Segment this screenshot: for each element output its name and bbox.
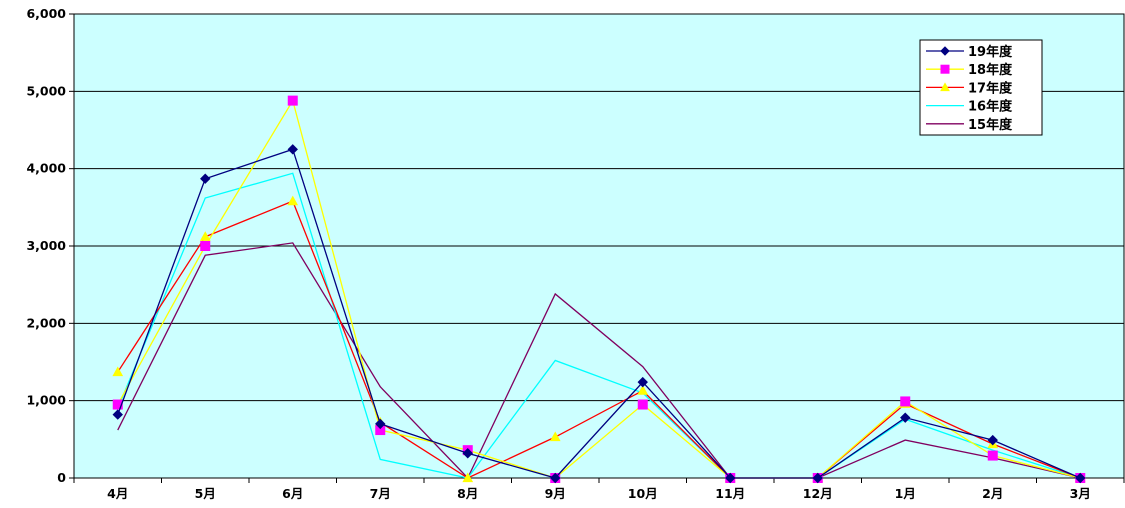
legend-label: 19年度	[968, 44, 1013, 60]
x-tick-label: 7月	[370, 486, 391, 501]
series-16年度	[117, 172, 1081, 479]
x-tick-label: 10月	[628, 486, 658, 501]
data-point	[112, 399, 123, 410]
data-point	[725, 472, 736, 484]
data-point	[987, 434, 998, 446]
legend-label: 17年度	[968, 80, 1013, 96]
data-point	[900, 396, 911, 407]
data-point	[637, 376, 648, 388]
data-point	[550, 472, 561, 484]
data-point	[112, 409, 123, 420]
series-15年度	[117, 242, 1081, 480]
y-tick-label: 2,000	[26, 315, 66, 330]
data-point	[1075, 472, 1086, 484]
y-tick-label: 1,000	[26, 393, 66, 408]
legend-label: 15年度	[968, 117, 1013, 133]
x-tick-label: 6月	[282, 486, 303, 501]
x-tick-label: 4月	[107, 486, 128, 501]
x-tick-label: 1月	[895, 486, 916, 501]
legend-label: 16年度	[968, 99, 1013, 115]
y-tick-label: 6,000	[26, 6, 66, 21]
x-tick-label: 9月	[545, 486, 566, 501]
legend-label: 18年度	[968, 62, 1013, 78]
data-point	[200, 173, 211, 184]
series-line	[117, 172, 1081, 479]
y-tick-label: 0	[57, 470, 66, 485]
data-point	[549, 431, 561, 442]
legend-marker	[940, 64, 950, 74]
x-axis: 4月 5月 6月 7月 8月 9月 10月 11月 12月 1月 2月 3月	[73, 478, 1125, 501]
series-line	[117, 242, 1081, 480]
data-point	[637, 399, 648, 410]
data-point	[287, 95, 298, 106]
data-point	[462, 448, 473, 459]
data-point	[375, 418, 386, 430]
data-point	[987, 450, 998, 461]
y-tick-label: 3,000	[26, 238, 66, 253]
data-point	[900, 412, 911, 423]
data-point	[287, 144, 298, 155]
data-point	[462, 472, 474, 483]
x-tick-label: 12月	[803, 486, 833, 501]
x-tick-label: 11月	[715, 486, 745, 501]
x-tick-label: 2月	[982, 486, 1003, 501]
data-point	[637, 385, 649, 395]
legend: 19年度 18年度 17年度 16年度 15年度	[919, 39, 1043, 136]
x-tick-label: 5月	[195, 486, 216, 501]
data-point	[287, 195, 299, 206]
x-tick-label: 8月	[457, 486, 478, 501]
series-19年度	[112, 144, 1086, 484]
series-line	[117, 148, 1081, 479]
series-group	[112, 95, 1086, 484]
legend-marker	[940, 46, 950, 56]
legend-marker	[940, 82, 950, 92]
series-line	[117, 98, 1081, 479]
data-point	[199, 231, 211, 241]
x-tick-label: 3月	[1070, 486, 1091, 501]
y-tick-label: 4,000	[26, 161, 66, 176]
y-tick-label: 5,000	[26, 83, 66, 98]
data-point	[112, 366, 124, 377]
data-point	[812, 472, 823, 484]
y-axis: 0 1,000 2,000 3,000 4,000 5,000 6,000	[26, 6, 74, 485]
data-point	[200, 241, 211, 251]
